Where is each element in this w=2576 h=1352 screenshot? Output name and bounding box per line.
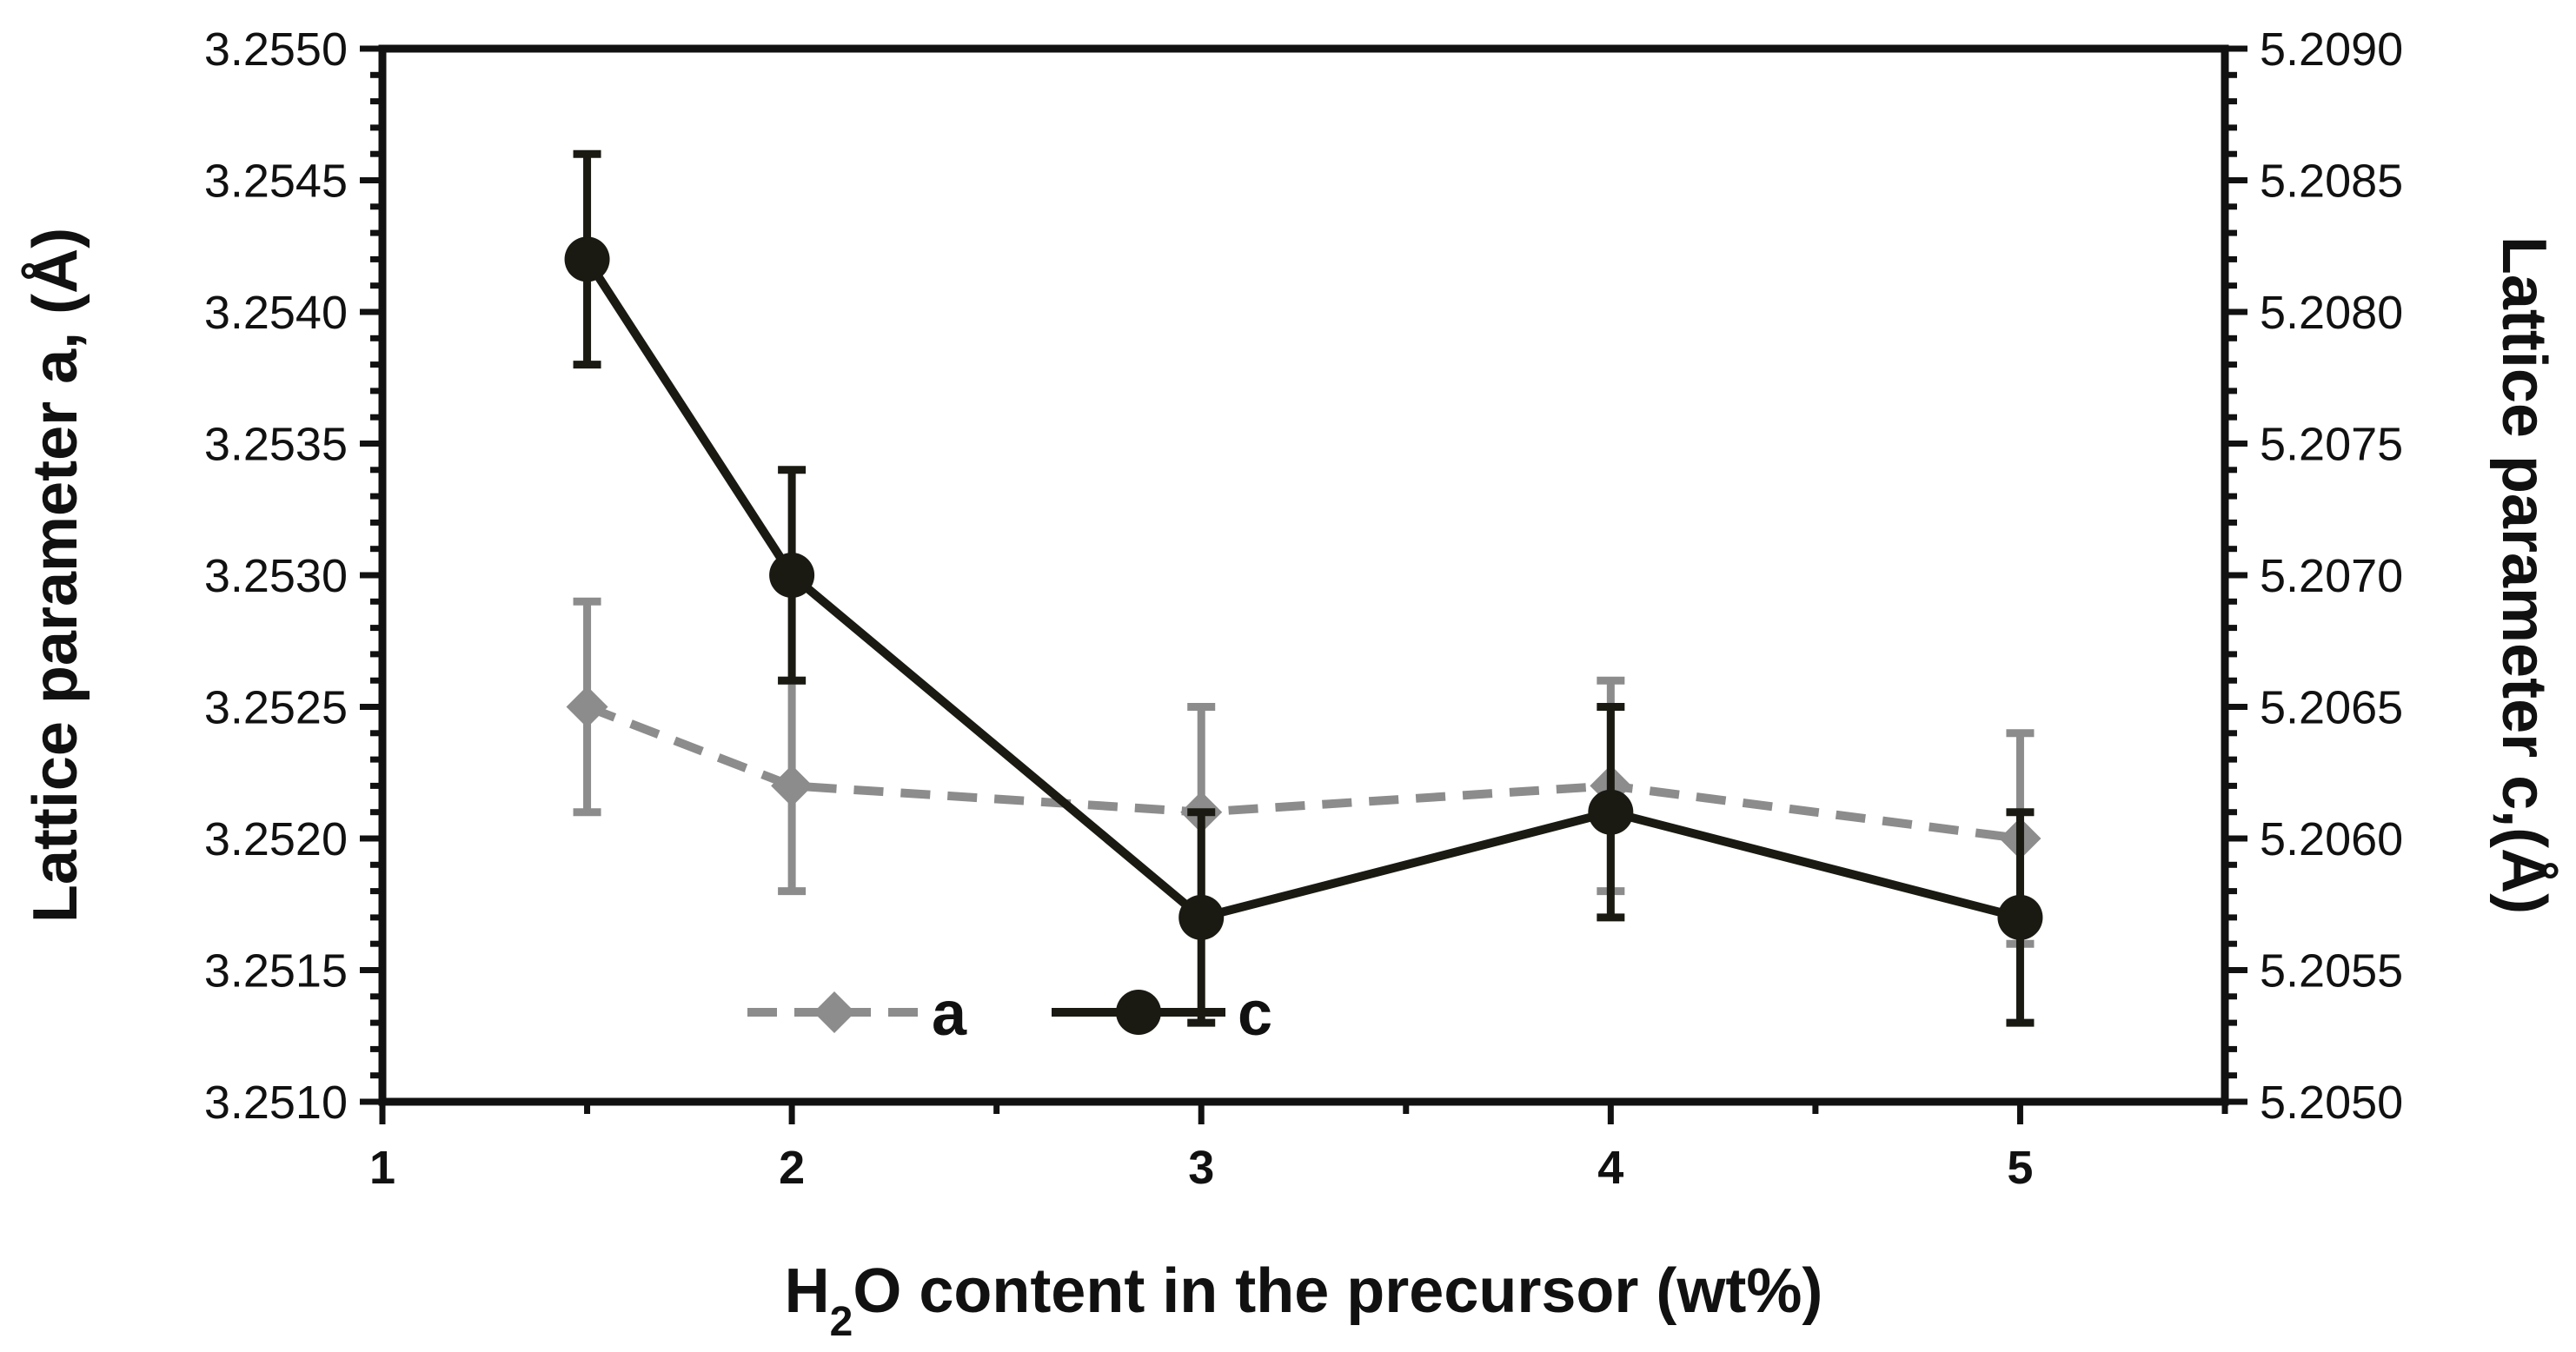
- x-tick-label: 5: [2007, 1142, 2033, 1194]
- data-point-c: [564, 236, 610, 282]
- y-right-tick-label: 5.2070: [2260, 550, 2403, 602]
- legend-label-c: c: [1238, 979, 1272, 1049]
- x-tick-label: 1: [369, 1142, 395, 1194]
- y-left-tick-label: 3.2530: [204, 550, 348, 602]
- series-c: [564, 149, 2043, 1027]
- series-line-a: [585, 702, 2022, 843]
- y-right-tick-label: 5.2050: [2260, 1077, 2403, 1129]
- y-left-tick-label: 3.2540: [204, 287, 348, 339]
- plot-series: [564, 149, 2043, 1027]
- data-point-a: [771, 765, 813, 807]
- left-axis-ticks: 3.2510 3.2515 3.2520 3.2525 3.2530 3.2535 3.25…: [204, 23, 382, 1129]
- y-right-tick-label: 5.2080: [2260, 287, 2403, 339]
- legend-item-a: a: [747, 979, 967, 1049]
- y-left-tick-label: 3.2550: [204, 23, 348, 76]
- data-point-c: [1588, 789, 1634, 835]
- legend-marker-a: [813, 991, 855, 1033]
- x-tick-label: 4: [1597, 1142, 1623, 1194]
- y-right-tick-label: 5.2060: [2260, 813, 2403, 865]
- right-axis-ticks: 5.2050 5.2055 5.2060 5.2065 5.2070 5.2075 5.20…: [2225, 23, 2403, 1129]
- x-axis-title: H2O content in the precursor (wt%): [785, 1256, 1823, 1345]
- legend-label-a: a: [932, 979, 967, 1049]
- x-tick-label: 3: [1188, 1142, 1214, 1194]
- y-right-tick-label: 5.2065: [2260, 682, 2403, 734]
- y-right-tick-label: 5.2055: [2260, 945, 2403, 997]
- y-right-tick-label: 5.2075: [2260, 419, 2403, 471]
- y-left-tick-label: 3.2520: [204, 813, 348, 865]
- y-left-tick-label: 3.2510: [204, 1077, 348, 1129]
- x-axis-title-suffix: O content in the precursor (wt%): [853, 1256, 1822, 1326]
- legend-marker-c: [1116, 990, 1161, 1035]
- y-right-tick-label: 5.2090: [2260, 23, 2403, 76]
- y-axis-left-title: Lattice parameter a, (Å): [21, 228, 90, 923]
- y-right-tick-label: 5.2085: [2260, 156, 2403, 208]
- data-point-c: [1178, 894, 1225, 940]
- y-left-tick-label: 3.2535: [204, 419, 348, 471]
- y-axis-right-title: Lattice parameter c,(Å): [2489, 236, 2559, 914]
- data-point-a: [566, 686, 608, 728]
- data-point-c: [769, 553, 815, 598]
- y-left-tick-label: 3.2515: [204, 945, 348, 997]
- y-left-tick-label: 3.2525: [204, 682, 348, 734]
- x-axis-title-prefix: H: [785, 1256, 830, 1326]
- x-axis-ticks: 1 2 3 4 5: [369, 1102, 2228, 1194]
- data-point-c: [1997, 894, 2043, 940]
- y-left-tick-label: 3.2545: [204, 156, 348, 208]
- plot-frame: [378, 44, 2229, 1106]
- legend-item-c: c: [1052, 979, 1272, 1049]
- x-tick-label: 2: [779, 1142, 805, 1194]
- x-axis-title-subscript: 2: [830, 1299, 853, 1345]
